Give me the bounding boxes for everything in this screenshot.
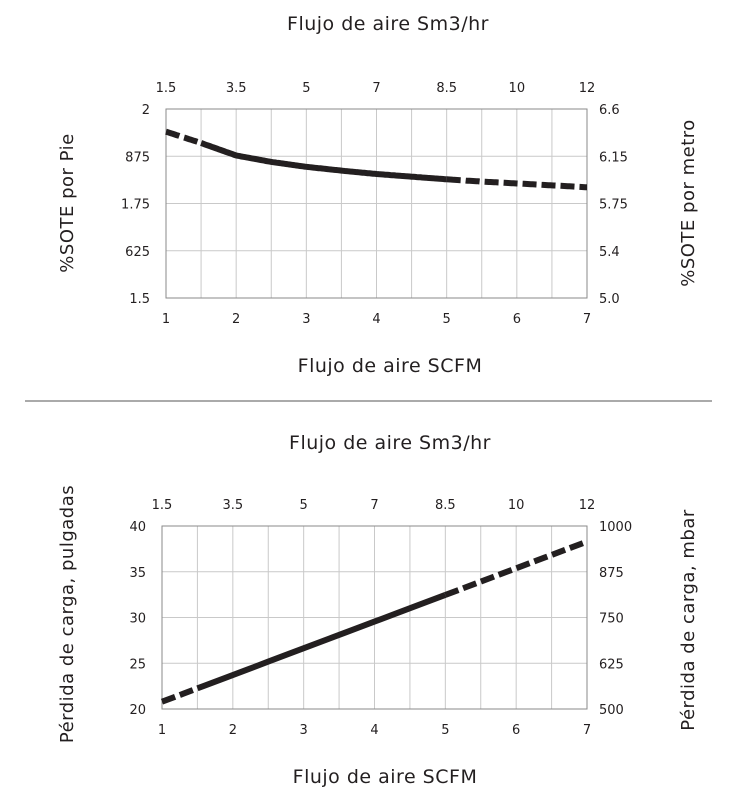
x2-tick-label: 10 [509,81,526,96]
x-tick-label: 2 [232,312,240,327]
bottom-chart-marks [160,538,589,705]
x-tick-label: 5 [441,723,449,738]
y2-tick-label: 5.4 [599,245,620,260]
y-tick-label: 875 [125,150,150,165]
top-chart-xlabel: Flujo de aire SCFM [298,355,483,377]
x2-tick-label: 8.5 [436,81,457,96]
x-tick-label: 7 [583,723,591,738]
x-tick-label: 6 [513,312,521,327]
x2-tick-label: 3.5 [226,81,247,96]
top-chart-grid: 1 2 3 4 5 6 71.5 3.5 5 7 8.5 10 1228751.756251.56.66… [121,81,628,327]
series-line-solid [196,592,447,692]
y2-tick-label: 875 [599,566,624,581]
top-chart-y2label: %SOTE por metro [678,119,699,287]
y2-tick-label: 6.15 [599,150,628,165]
plot-frame [165,108,588,299]
y2-tick-label: 750 [599,612,624,627]
y-tick-label: 1.5 [129,292,150,307]
top-chart-ylabel: %SOTE por Pie [57,133,78,272]
x2-tick-label: 1.5 [156,81,177,96]
y2-tick-label: 500 [599,703,624,718]
plot-frame [161,525,588,710]
series-line-dashed-end [446,176,587,191]
x-tick-label: 2 [229,723,237,738]
x2-tick-label: 5 [300,498,308,513]
x-tick-label: 1 [162,312,170,327]
x-tick-label: 4 [370,723,378,738]
y-tick-label: 30 [129,612,146,627]
y-tick-label: 35 [129,566,146,581]
series-line-dashed-end [444,538,589,598]
y-tick-label: 2 [142,103,150,118]
y2-tick-label: 6.6 [599,103,620,118]
bottom-chart-grid: 1 2 3 4 5 6 71.5 3.5 5 7 8.5 10 12403530252010008757… [129,498,632,738]
x2-tick-label: 7 [370,498,378,513]
y2-tick-label: 5.0 [599,292,620,307]
y-tick-label: 25 [129,657,146,672]
top-chart-marks [165,128,587,191]
x2-tick-label: 10 [508,498,525,513]
bottom-chart-ylabel: Pérdida de carga, pulgadas [57,485,78,743]
x-tick-label: 5 [443,312,451,327]
y-tick-label: 1.75 [121,198,150,213]
x-tick-label: 1 [158,723,166,738]
x-tick-label: 4 [372,312,380,327]
bottom-chart-title: Flujo de aire Sm3/hr [289,432,491,454]
y2-tick-label: 5.75 [599,198,628,213]
x-tick-label: 3 [302,312,310,327]
x2-tick-label: 1.5 [152,498,173,513]
top-chart-title: Flujo de aire Sm3/hr [287,13,489,35]
y2-tick-label: 625 [599,657,624,672]
x-tick-label: 3 [300,723,308,738]
x2-tick-label: 12 [579,81,596,96]
x-tick-label: 6 [512,723,520,738]
y-tick-label: 20 [129,703,146,718]
x2-tick-label: 5 [302,81,310,96]
y-tick-label: 625 [125,245,150,260]
y2-tick-label: 1000 [599,520,632,535]
x2-tick-label: 12 [579,498,596,513]
x2-tick-label: 8.5 [435,498,456,513]
bottom-chart-y2label: Pérdida de carga, mbar [678,509,699,731]
x2-tick-label: 7 [372,81,380,96]
series-line-dashed-start [160,685,199,705]
series-line-dashed-start [165,128,202,146]
y-tick-label: 40 [129,520,146,535]
x-tick-label: 7 [583,312,591,327]
x2-tick-label: 3.5 [222,498,243,513]
bottom-chart-xlabel: Flujo de aire SCFM [293,766,478,788]
series-line-solid [200,140,447,183]
